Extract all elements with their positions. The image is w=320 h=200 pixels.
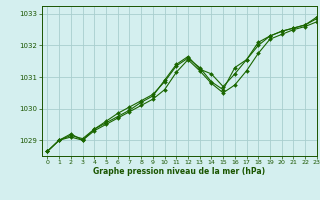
X-axis label: Graphe pression niveau de la mer (hPa): Graphe pression niveau de la mer (hPa) — [93, 167, 265, 176]
